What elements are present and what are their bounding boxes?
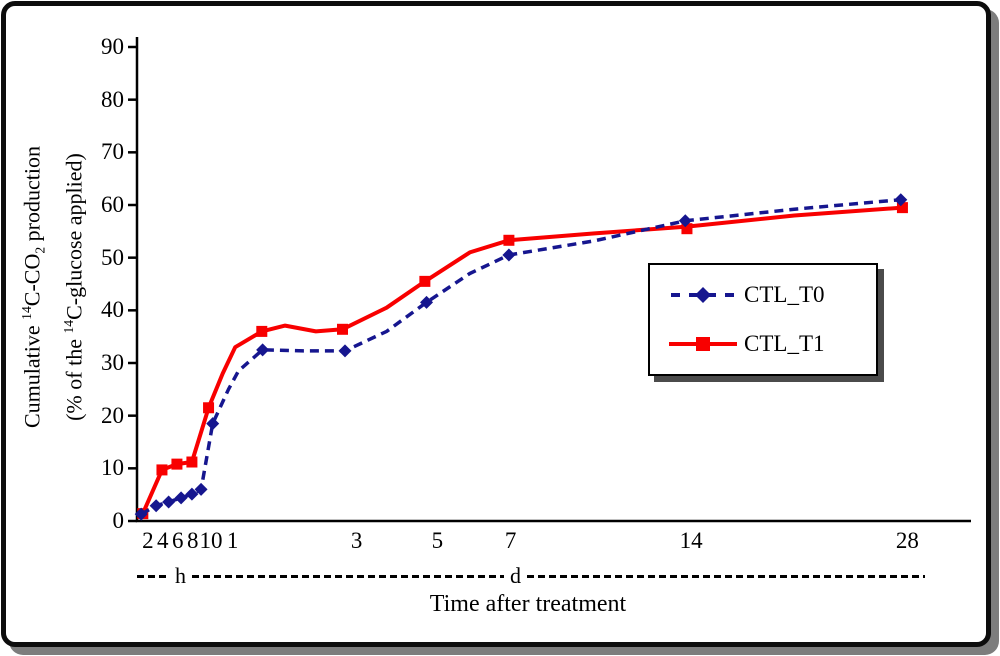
data-point-ctl_t1	[503, 234, 515, 246]
diamond-marker-icon	[695, 287, 711, 304]
data-point-ctl_t1	[419, 275, 431, 287]
y-tick-label: 0	[112, 508, 125, 533]
data-point-ctl_t0	[149, 499, 163, 513]
dash-rule-segment	[527, 574, 925, 578]
data-point-ctl_t1	[186, 456, 198, 468]
legend-label: CTL_T0	[744, 282, 825, 308]
data-point-ctl_t0	[678, 214, 692, 228]
x-tick-label: 14	[679, 528, 703, 553]
x-tick-label: 4	[157, 528, 169, 553]
data-point-ctl_t0	[894, 193, 908, 207]
dash-rule-segment	[137, 574, 169, 578]
data-point-ctl_t1	[337, 323, 349, 335]
y-tick-label: 80	[101, 86, 124, 112]
y-axis-title-line2: (% of the 14C-glucose applied)	[60, 153, 87, 421]
y-tick-label: 70	[101, 139, 124, 165]
x-tick-label: 2	[142, 528, 154, 553]
x-axis-title: Time after treatment	[429, 591, 627, 617]
data-point-ctl_t1	[256, 325, 268, 337]
x-tick-label: 7	[504, 528, 517, 553]
legend-label: CTL_T1	[744, 330, 825, 356]
y-tick-label: 60	[101, 192, 124, 217]
data-point-ctl_t0	[502, 248, 516, 262]
y-tick-label: 20	[101, 402, 124, 428]
data-point-ctl_t0	[185, 487, 199, 501]
y-tick-label: 10	[101, 455, 124, 481]
data-point-ctl_t1	[203, 402, 215, 414]
data-point-ctl_t0	[206, 417, 220, 431]
x-tick-label: 5	[431, 528, 444, 553]
x-tick-label: 6	[172, 528, 184, 553]
data-point-ctl_t0	[338, 344, 352, 358]
y-tick-label: 40	[101, 297, 124, 323]
y-tick-label: 30	[101, 350, 124, 375]
data-point-ctl_t0	[194, 482, 208, 496]
x-tick-label: 28	[895, 528, 919, 553]
data-point-ctl_t1	[156, 464, 168, 476]
data-point-ctl_t0	[162, 495, 176, 509]
y-axis-title-line1: Cumulative 14C-CO2 production	[19, 146, 48, 428]
data-point-ctl_t1	[171, 458, 183, 470]
y-tick-label: 90	[101, 34, 124, 59]
legend-item-ctl-t1: CTL_T1	[668, 331, 876, 357]
square-marker-icon	[696, 336, 710, 351]
data-point-ctl_t0	[134, 507, 148, 521]
data-point-ctl_t0	[256, 343, 270, 357]
days-unit-label: d	[510, 563, 521, 588]
legend-item-ctl-t0: CTL_T0	[668, 282, 876, 308]
x-tick-label: 1	[226, 528, 239, 553]
x-tick-label: 10	[199, 528, 223, 553]
time-unit-rule: h d	[137, 563, 925, 589]
y-tick-label: 50	[101, 244, 124, 270]
legend-sample-ctl-t1	[669, 336, 737, 351]
x-tick-label: 8	[186, 528, 199, 553]
hours-unit-label: h	[175, 563, 186, 588]
data-point-ctl_t1	[896, 202, 908, 214]
y-axis-title: Cumulative 14C-CO2 production (% of the …	[13, 65, 86, 509]
data-point-ctl_t0	[420, 295, 434, 309]
chart-legend: CTL_T0 CTL_T1	[648, 263, 878, 376]
legend-sample-ctl-t0	[671, 287, 735, 304]
x-tick-label: 3	[350, 528, 363, 553]
dash-rule-segment	[192, 574, 504, 578]
data-point-ctl_t0	[174, 491, 188, 505]
data-point-ctl_t1	[681, 223, 693, 235]
